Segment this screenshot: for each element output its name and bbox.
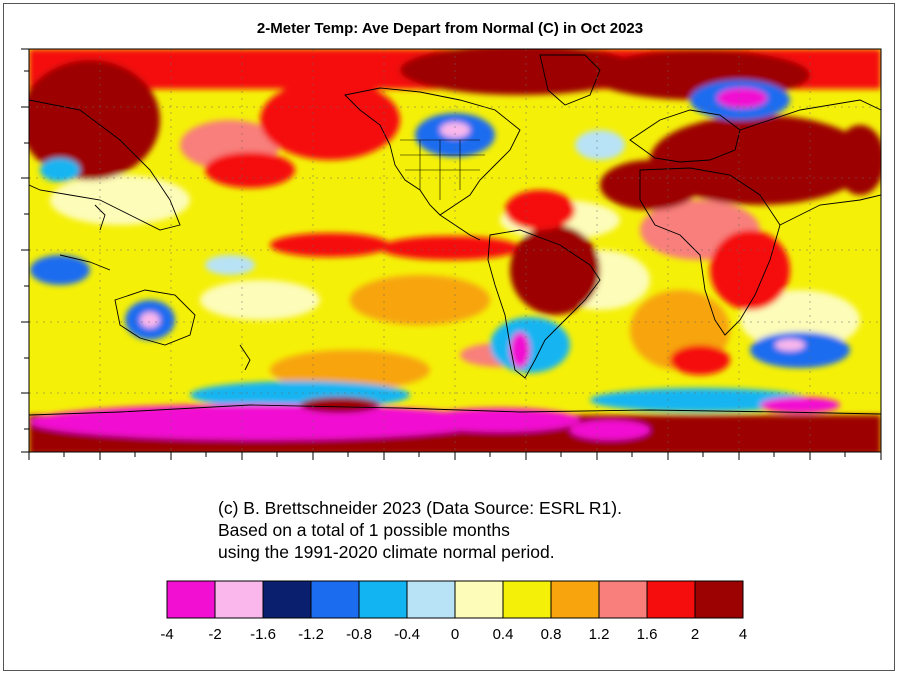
colorbar-label: 0	[450, 626, 460, 643]
colorbar	[166, 580, 744, 619]
colorbar-label: 2	[690, 626, 700, 643]
colorbar-label: 1.2	[588, 626, 610, 643]
credit-line-3: using the 1991-2020 climate normal perio…	[218, 542, 555, 562]
colorbar-label: -4	[160, 626, 174, 643]
colorbar-swatch	[214, 580, 264, 619]
colorbar-swatch	[358, 580, 408, 619]
colorbar-label: 1.6	[636, 626, 658, 643]
colorbar-swatch	[646, 580, 696, 619]
colorbar-label: -2	[208, 626, 222, 643]
colorbar-label: -0.4	[394, 626, 420, 643]
colorbar-labels: -4 -2 -1.6 -1.2 -0.8 -0.4 0 0.4 0.8 1.2 1.6 2 4	[0, 626, 900, 646]
colorbar-swatch	[694, 580, 744, 619]
figure-frame	[3, 3, 895, 671]
colorbar-label: -0.8	[346, 626, 372, 643]
colorbar-swatch	[454, 580, 504, 619]
colorbar-label: 0.8	[540, 626, 562, 643]
colorbar-swatch	[598, 580, 648, 619]
colorbar-swatch	[310, 580, 360, 619]
colorbar-swatch	[262, 580, 312, 619]
credit-line-1: (c) B. Brettschneider 2023 (Data Source:…	[218, 498, 622, 518]
anomaly-field	[29, 49, 881, 452]
map-title: 2-Meter Temp: Ave Depart from Normal (C)…	[256, 20, 644, 37]
credit-block: (c) B. Brettschneider 2023 (Data Source:…	[218, 497, 622, 563]
colorbar-swatch	[502, 580, 552, 619]
coastlines	[29, 54, 881, 416]
colorbar-label: 0.4	[492, 626, 514, 643]
axis-ticks	[21, 48, 882, 460]
credit-line-2: Based on a total of 1 possible months	[218, 520, 510, 540]
colorbar-label: 4	[738, 626, 748, 643]
colorbar-label: -1.6	[250, 626, 276, 643]
colorbar-label: -1.2	[298, 626, 324, 643]
graticule	[29, 49, 881, 452]
colorbar-swatch	[406, 580, 456, 619]
colorbar-swatch	[550, 580, 600, 619]
colorbar-swatch	[166, 580, 216, 619]
